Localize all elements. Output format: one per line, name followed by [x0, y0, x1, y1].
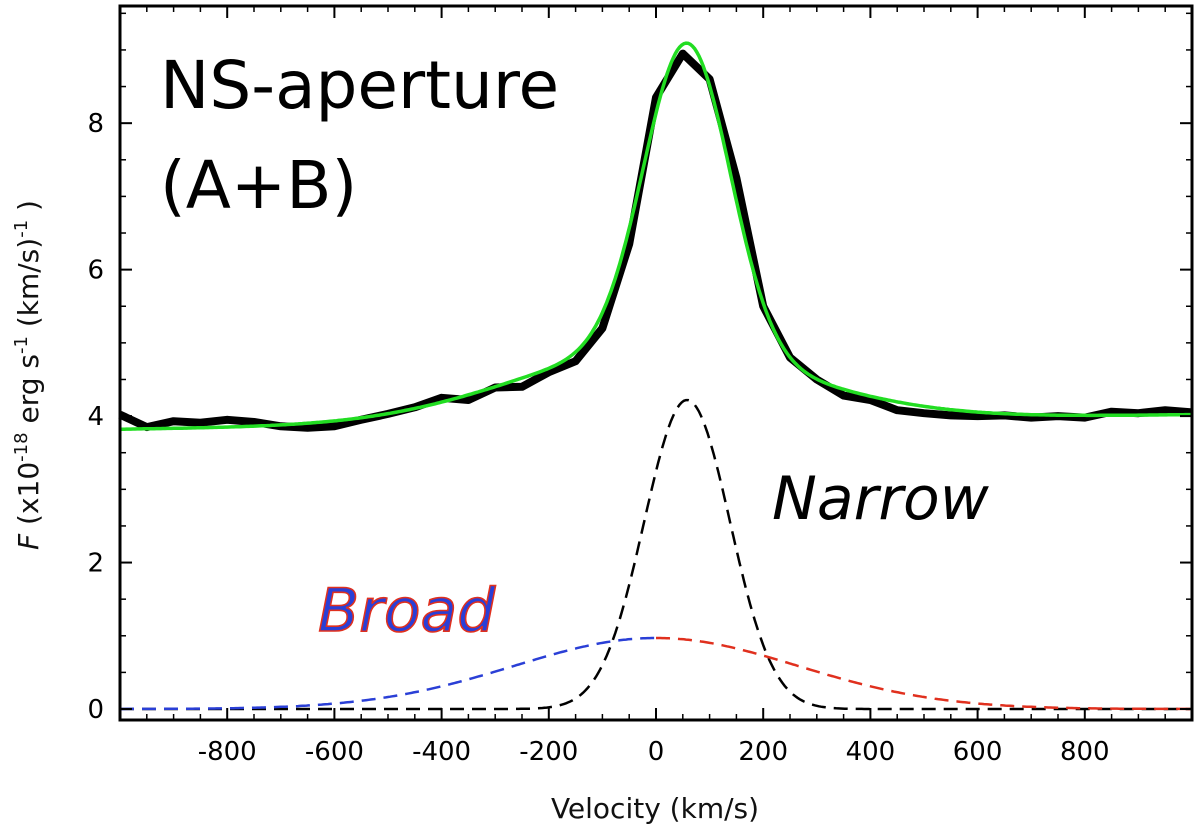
x-tick-label: 0: [648, 737, 665, 767]
y-tick-label: 2: [87, 549, 104, 579]
panel-title-line-1: NS-aperture: [160, 47, 559, 124]
x-tick-label: -200: [519, 737, 578, 767]
broad-component-blue-line: [120, 636, 656, 711]
narrow-component-line: [120, 398, 1192, 711]
observed-spectrum-line: [118, 49, 1193, 432]
y-axis-title-exponent: -1: [11, 220, 32, 238]
model-fit-line: [120, 41, 1192, 431]
y-axis-title-part: erg s: [12, 354, 45, 432]
y-tick-label: 6: [87, 256, 104, 286]
narrow-component-label: Narrow: [772, 464, 990, 534]
y-axis-title-exponent: -18: [11, 432, 32, 461]
broad-component-red-line: [656, 636, 1192, 711]
y-axis-title-exponent: -1: [11, 336, 32, 354]
x-tick-label: -400: [412, 737, 471, 767]
y-axis-title-symbol: F: [12, 533, 45, 550]
y-tick-label: 0: [87, 695, 104, 725]
x-tick-label: 600: [953, 737, 1003, 767]
x-tick-label: -600: [305, 737, 364, 767]
y-tick-label: 4: [87, 402, 104, 432]
y-axis-title-part: ): [12, 200, 45, 220]
y-axis-title: F (x10-18 erg s-1 (km/s)-1 ): [11, 200, 45, 550]
x-axis-title: Velocity (km/s): [551, 792, 759, 825]
y-tick-label: 8: [87, 109, 104, 139]
x-tick-label: 800: [1060, 737, 1110, 767]
y-axis-title-part: (x10: [12, 462, 45, 534]
x-tick-label: 200: [738, 737, 788, 767]
x-tick-label: -800: [198, 737, 257, 767]
x-tick-label: 400: [846, 737, 896, 767]
broad-component-label: Broad: [318, 576, 496, 646]
panel-title-line-2: (A+B): [160, 147, 357, 224]
y-axis-title-part: (km/s): [12, 238, 45, 336]
